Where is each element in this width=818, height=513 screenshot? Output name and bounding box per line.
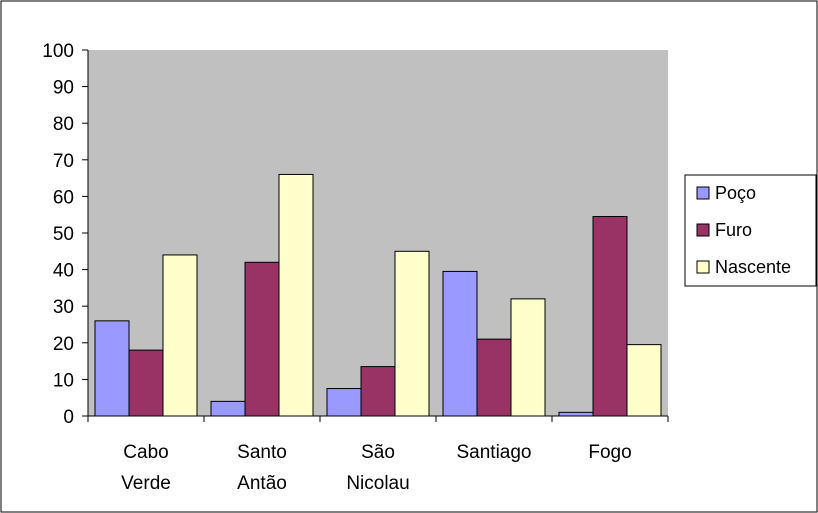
y-tick-label-70: 70 [53, 151, 74, 172]
bar-fogo-furo [592, 216, 628, 417]
y-tick-label-30: 30 [53, 297, 74, 318]
y-tick-label-0: 0 [63, 407, 74, 428]
bar-fogo-poco [558, 411, 594, 417]
y-tick-label-40: 40 [53, 261, 74, 282]
legend-label-furo: Furo [715, 220, 752, 240]
axes-group [82, 49, 669, 422]
y-tick-label-90: 90 [53, 78, 74, 99]
x-tick-label-santiago-line1: Santiago [456, 442, 531, 463]
bars-group [94, 173, 662, 417]
x-tick-label-santo-antao-line2: Antão [237, 473, 287, 494]
y-tick-label-80: 80 [53, 114, 74, 135]
bar-santo-antao-nascente [278, 173, 314, 417]
y-tick-label-100: 100 [42, 41, 74, 62]
legend-swatch-nascente [696, 260, 710, 274]
legend-item-poco: Poço [696, 183, 756, 203]
bar-santiago-poco [442, 270, 478, 417]
bar-santo-antao-furo [244, 261, 280, 417]
y-tick-label-10: 10 [53, 370, 74, 391]
legend-swatch-furo [696, 223, 710, 237]
x-tick-label-fogo-line1: Fogo [588, 442, 631, 463]
x-tick-label-sao-nicolau-line2: Nicolau [346, 473, 409, 494]
legend-label-poco: Poço [715, 183, 756, 203]
bar-sao-nicolau-poco [326, 388, 362, 417]
x-tick-labels: Cabo Verde Santo Antão São Nicolau Santiago Fog… [121, 442, 631, 494]
legend: Poço Furo Nascente [684, 174, 817, 287]
y-tick-label-20: 20 [53, 334, 74, 355]
y-tick-label-60: 60 [53, 187, 74, 208]
x-tick-label-cabo-verde-line2: Verde [121, 473, 171, 494]
bar-sao-nicolau-furo [360, 366, 396, 417]
legend-label-nascente: Nascente [715, 257, 791, 277]
y-tick-label-50: 50 [53, 224, 74, 245]
bar-cabo-verde-poco [94, 320, 130, 417]
x-tick-label-cabo-verde-line1: Cabo [123, 442, 168, 463]
bar-cabo-verde-furo [128, 349, 164, 417]
bar-cabo-verde-nascente [162, 254, 198, 417]
bar-santiago-furo [476, 338, 512, 417]
bar-sao-nicolau-nascente [394, 250, 430, 417]
bar-santo-antao-poco [210, 400, 246, 417]
legend-swatch-poco [696, 186, 710, 200]
legend-item-furo: Furo [696, 220, 752, 240]
x-tick-label-santo-antao-line1: Santo [237, 442, 287, 463]
bar-fogo-nascente [626, 344, 662, 417]
y-tick-labels: 0 10 20 30 40 50 60 70 80 90 100 [42, 41, 74, 428]
bar-santiago-nascente [510, 298, 546, 417]
legend-item-nascente: Nascente [696, 257, 791, 277]
x-tick-label-sao-nicolau-line1: São [361, 442, 395, 463]
